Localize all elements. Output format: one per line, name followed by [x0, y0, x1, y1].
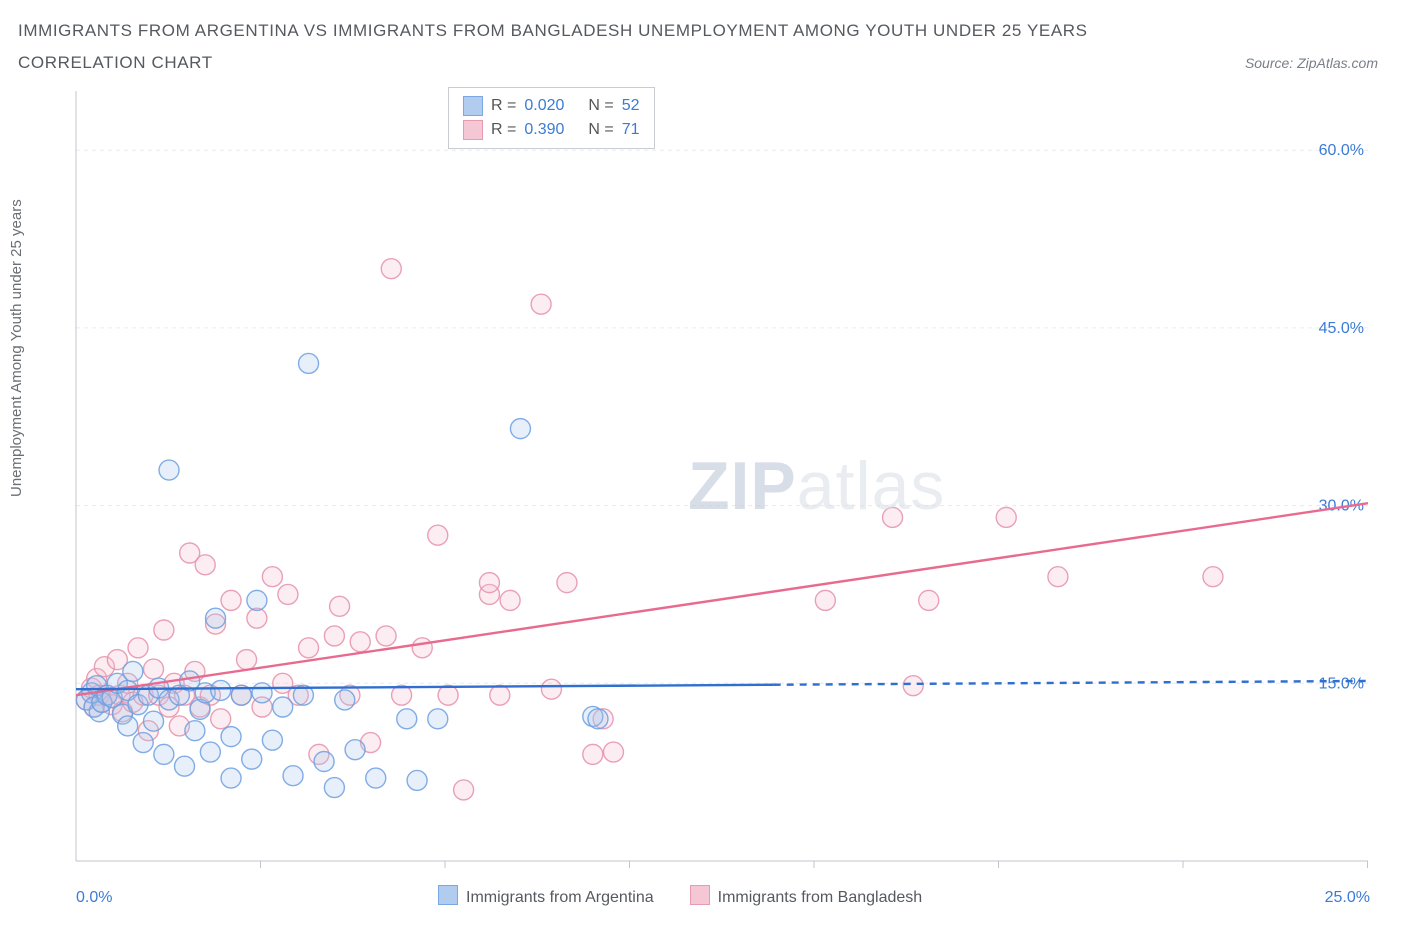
svg-text:15.0%: 15.0%	[1319, 675, 1364, 692]
legend-r-label: R =	[491, 118, 516, 142]
legend-r-label: R =	[491, 94, 516, 118]
chart-area: Unemployment Among Youth under 25 years …	[18, 87, 1378, 907]
legend-n-label: N =	[588, 94, 613, 118]
chart-subtitle: CORRELATION CHART	[18, 50, 213, 76]
legend-swatch-bangladesh	[690, 885, 710, 905]
legend-swatch-bangladesh	[463, 120, 483, 140]
legend-stats-box: R = 0.020 N = 52 R = 0.390 N = 71	[448, 87, 655, 149]
x-axis-tick-max: 25.0%	[1325, 889, 1370, 907]
subtitle-row: CORRELATION CHART Source: ZipAtlas.com	[18, 50, 1378, 76]
legend-swatch-argentina	[463, 96, 483, 116]
legend-series-a-label: Immigrants from Argentina	[466, 889, 654, 906]
source-prefix: Source:	[1245, 55, 1297, 71]
legend-n-value-b: 71	[622, 118, 640, 142]
svg-text:60.0%: 60.0%	[1319, 142, 1364, 159]
legend-swatch-argentina	[438, 885, 458, 905]
legend-series-a: Immigrants from Argentina	[438, 885, 654, 907]
legend-n-label: N =	[588, 118, 613, 142]
legend-series-b: Immigrants from Bangladesh	[690, 885, 923, 907]
scatter-chart-svg: 15.0%30.0%45.0%60.0%	[18, 87, 1378, 907]
source-name: ZipAtlas.com	[1297, 55, 1378, 71]
legend-r-value-b: 0.390	[524, 118, 564, 142]
page-container: IMMIGRANTS FROM ARGENTINA VS IMMIGRANTS …	[0, 0, 1406, 930]
legend-stats-row-a: R = 0.020 N = 52	[463, 94, 640, 118]
legend-series-box: Immigrants from Argentina Immigrants fro…	[438, 885, 922, 907]
legend-n-value-a: 52	[622, 94, 640, 118]
source-label: Source: ZipAtlas.com	[1245, 55, 1378, 71]
svg-text:45.0%: 45.0%	[1319, 320, 1364, 337]
legend-r-value-a: 0.020	[524, 94, 564, 118]
chart-title: IMMIGRANTS FROM ARGENTINA VS IMMIGRANTS …	[18, 18, 1378, 44]
legend-series-b-label: Immigrants from Bangladesh	[718, 889, 923, 906]
x-axis-tick-min: 0.0%	[76, 889, 112, 907]
legend-stats-row-b: R = 0.390 N = 71	[463, 118, 640, 142]
